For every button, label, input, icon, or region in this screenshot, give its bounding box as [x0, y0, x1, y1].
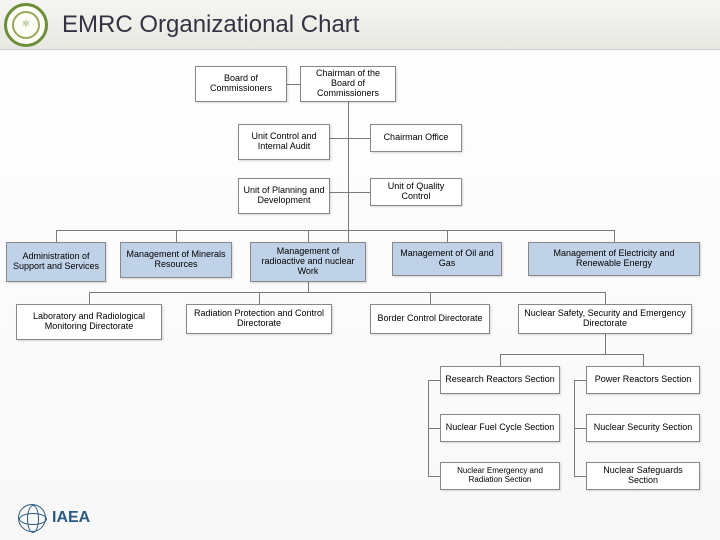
org-node-board: Board of Commissioners	[195, 66, 287, 102]
org-node-rrs: Research Reactors Section	[440, 366, 560, 394]
org-node-nfcs: Nuclear Fuel Cycle Section	[440, 414, 560, 442]
org-node-mere: Management of Electricity and Renewable …	[528, 242, 700, 276]
connector-line	[428, 476, 440, 477]
org-node-mrw: Management of radioactive and nuclear Wo…	[250, 242, 366, 282]
org-node-nssed: Nuclear Safety, Security and Emergency D…	[518, 304, 692, 334]
connector-line	[56, 230, 614, 231]
org-node-co: Chairman Office	[370, 124, 462, 152]
connector-line	[574, 428, 586, 429]
connector-line	[574, 380, 575, 476]
connector-line	[308, 282, 309, 292]
connector-line	[89, 292, 605, 293]
connector-line	[574, 380, 586, 381]
connector-line	[308, 230, 309, 242]
org-node-uqc: Unit of Quality Control	[370, 178, 462, 206]
connector-line	[500, 354, 501, 366]
connector-line	[428, 380, 429, 476]
connector-line	[643, 354, 644, 366]
connector-line	[330, 192, 370, 193]
connector-line	[605, 292, 606, 304]
org-node-ucia: Unit Control and Internal Audit	[238, 124, 330, 160]
emrc-logo: ⚛	[4, 3, 48, 47]
org-node-mog: Management of Oil and Gas	[392, 242, 502, 276]
org-node-prs: Power Reactors Section	[586, 366, 700, 394]
org-node-chairman: Chairman of the Board of Commissioners	[300, 66, 396, 102]
connector-line	[348, 102, 349, 242]
connector-line	[574, 476, 586, 477]
page-title: EMRC Organizational Chart	[62, 11, 359, 39]
org-node-bcd: Border Control Directorate	[370, 304, 490, 334]
connector-line	[614, 230, 615, 242]
connector-line	[428, 428, 440, 429]
org-node-ners: Nuclear Emergency and Radiation Section	[440, 462, 560, 490]
connector-line	[56, 230, 57, 242]
atom-icon: ⚛	[12, 11, 40, 39]
iaea-icon	[18, 504, 46, 532]
connector-line	[330, 138, 370, 139]
org-node-minr: Management of Minerals Resources	[120, 242, 232, 278]
org-node-rpcd: Radiation Protection and Control Directo…	[186, 304, 332, 334]
connector-line	[428, 380, 440, 381]
org-chart: Board of Commissioners Chairman of the Bo…	[0, 50, 720, 540]
connector-line	[430, 292, 431, 304]
org-node-lrmd: Laboratory and Radiological Monitoring D…	[16, 304, 162, 340]
org-node-nsgs: Nuclear Safeguards Section	[586, 462, 700, 490]
org-node-upd: Unit of Planning and Development	[238, 178, 330, 214]
connector-line	[447, 230, 448, 242]
iaea-label: IAEA	[52, 509, 90, 527]
connector-line	[500, 354, 643, 355]
connector-line	[287, 84, 300, 85]
org-node-nss: Nuclear Security Section	[586, 414, 700, 442]
org-node-admin: Administration of Support and Services	[6, 242, 106, 282]
connector-line	[605, 334, 606, 354]
iaea-footer: IAEA	[18, 504, 90, 532]
connector-line	[89, 292, 90, 304]
connector-line	[259, 292, 260, 304]
connector-line	[176, 230, 177, 242]
